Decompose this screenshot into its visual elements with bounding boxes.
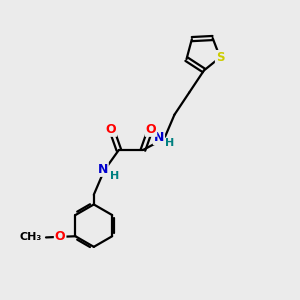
Text: O: O — [146, 123, 156, 136]
Text: O: O — [55, 230, 65, 243]
Text: N: N — [98, 163, 108, 176]
Text: O: O — [106, 123, 116, 136]
Text: H: H — [165, 139, 175, 148]
Text: S: S — [216, 51, 224, 64]
Text: CH₃: CH₃ — [19, 232, 42, 242]
Text: H: H — [110, 171, 119, 181]
Text: N: N — [154, 131, 164, 144]
